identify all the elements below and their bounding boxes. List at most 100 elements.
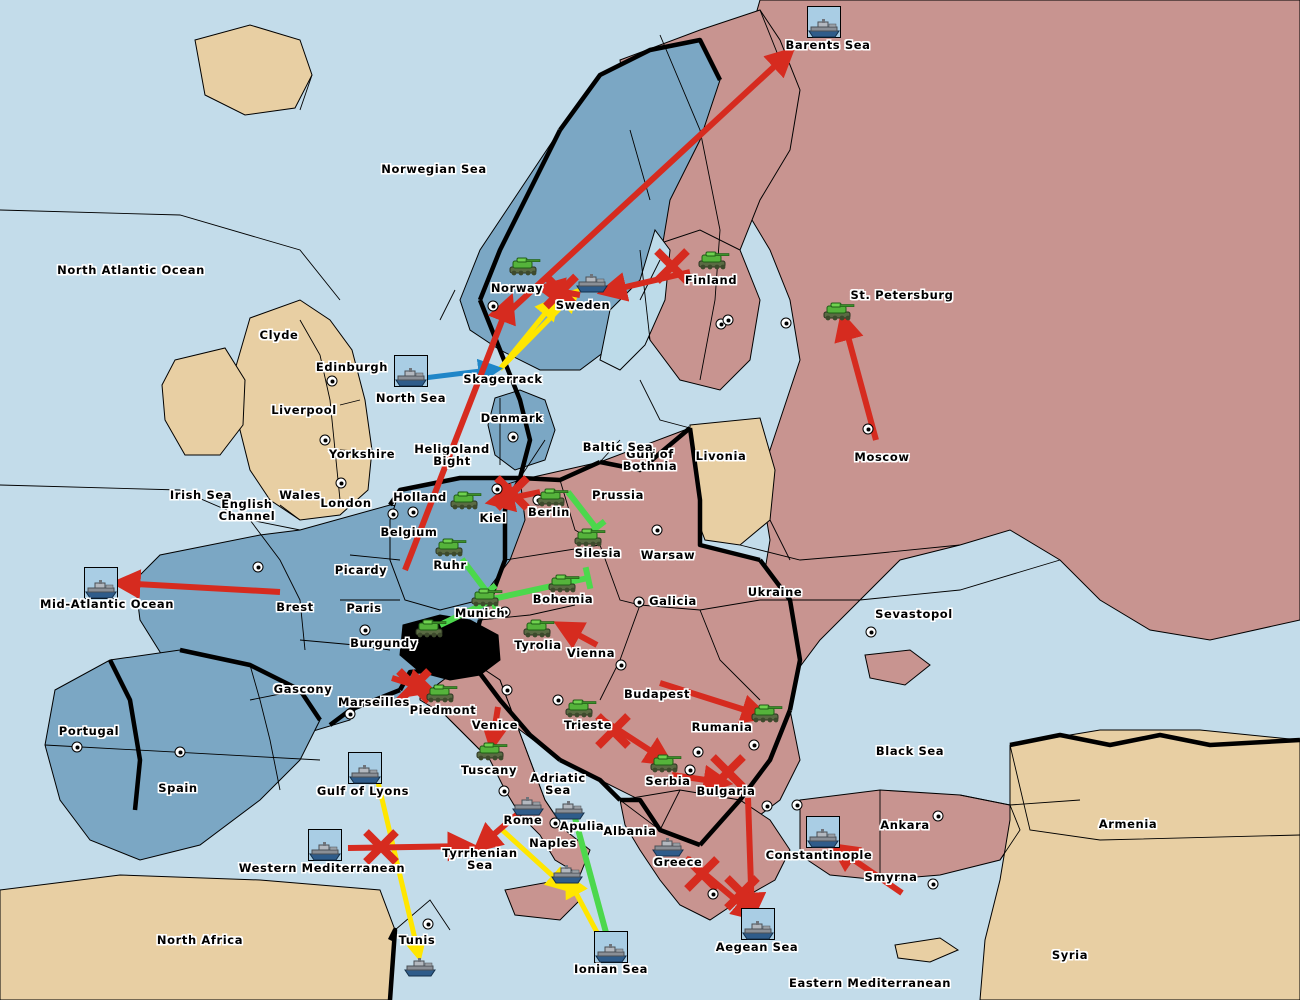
fleet-unit-icon[interactable] <box>348 764 382 784</box>
supply-center-dot[interactable] <box>927 878 939 890</box>
bounced-order-x <box>654 248 690 284</box>
supply-center-dot[interactable] <box>761 800 773 812</box>
province-crimea <box>864 649 931 686</box>
order-arrow <box>659 680 772 724</box>
fleet-unit-icon[interactable] <box>84 579 118 599</box>
order-arrow <box>375 781 427 963</box>
bounced-order-x <box>724 875 760 911</box>
army-unit-icon[interactable] <box>507 256 541 276</box>
support-order-line <box>572 817 611 941</box>
army-unit-icon[interactable] <box>448 490 482 510</box>
supply-center-dot[interactable] <box>71 741 83 753</box>
bounced-order-x <box>396 668 432 704</box>
army-unit-icon[interactable] <box>535 487 569 507</box>
supply-center-dot[interactable] <box>791 799 803 811</box>
army-unit-icon[interactable] <box>521 618 555 638</box>
fleet-unit-icon[interactable] <box>594 943 628 963</box>
supply-center-dot[interactable] <box>748 739 760 751</box>
bounced-order-x <box>710 754 746 790</box>
fleet-unit-icon[interactable] <box>403 957 437 977</box>
order-arrow <box>480 706 511 753</box>
bounced-order-x <box>363 829 399 865</box>
supply-center-dot[interactable] <box>501 684 513 696</box>
island-cyprus <box>894 937 960 963</box>
province-british-isles <box>231 299 373 521</box>
support-order-line <box>459 557 490 594</box>
army-unit-icon[interactable] <box>749 703 783 723</box>
supply-center-dot[interactable] <box>387 508 399 520</box>
supply-center-dot[interactable] <box>499 606 511 618</box>
province-livonia <box>689 417 776 546</box>
army-unit-icon[interactable] <box>433 537 467 557</box>
supply-center-dot[interactable] <box>491 483 503 495</box>
bounced-order-x <box>494 475 530 511</box>
fleet-unit-icon[interactable] <box>806 828 840 848</box>
order-arrow <box>828 842 904 896</box>
army-unit-icon[interactable] <box>424 683 458 703</box>
order-arrow <box>110 569 281 600</box>
army-unit-icon[interactable] <box>546 573 580 593</box>
army-unit-icon[interactable] <box>474 741 508 761</box>
supply-center-dot[interactable] <box>487 300 499 312</box>
supply-center-dot[interactable] <box>862 423 874 435</box>
fleet-unit-icon[interactable] <box>550 864 584 884</box>
supply-center-dot[interactable] <box>326 375 338 387</box>
order-arrow <box>553 621 599 649</box>
supply-center-dot[interactable] <box>359 624 371 636</box>
supply-center-dot[interactable] <box>615 659 627 671</box>
army-unit-icon[interactable] <box>469 587 503 607</box>
supply-center-dot[interactable] <box>552 694 564 706</box>
order-arrow <box>736 797 767 923</box>
supply-center-dot[interactable] <box>549 817 561 829</box>
supply-center-dot[interactable] <box>335 477 347 489</box>
supply-center-dot[interactable] <box>319 434 331 446</box>
fleet-unit-icon[interactable] <box>575 273 609 293</box>
army-unit-icon[interactable] <box>563 698 597 718</box>
bounced-order-x <box>543 273 579 310</box>
supply-center-dot[interactable] <box>507 431 519 443</box>
supply-center-dot[interactable] <box>707 888 719 900</box>
army-unit-icon[interactable] <box>413 618 447 638</box>
bounced-order-x <box>595 713 631 749</box>
supply-center-dot[interactable] <box>722 314 734 326</box>
order-arrow <box>565 872 603 940</box>
province-ireland <box>161 347 246 456</box>
supply-center-dot[interactable] <box>422 918 434 930</box>
fleet-unit-icon[interactable] <box>651 837 685 857</box>
supply-center-dot[interactable] <box>865 626 877 638</box>
province-borders <box>0 9 1300 931</box>
supply-center-dot[interactable] <box>633 596 645 608</box>
fleet-unit-icon[interactable] <box>807 18 841 38</box>
province-sweden-inner <box>599 228 671 371</box>
province-north-africa <box>0 874 396 1000</box>
supply-center-dot[interactable] <box>174 746 186 758</box>
army-unit-icon[interactable] <box>696 250 730 270</box>
fleet-unit-icon[interactable] <box>308 841 342 861</box>
order-arrow <box>834 310 879 441</box>
army-unit-icon[interactable] <box>648 753 682 773</box>
supply-center-dot[interactable] <box>407 506 419 518</box>
province-iceland <box>194 24 313 116</box>
order-arrow <box>347 831 478 862</box>
province-syria-armenia <box>979 729 1300 1000</box>
supply-center-dot[interactable] <box>780 317 792 329</box>
fleet-unit-icon[interactable] <box>741 920 775 940</box>
bounced-order-x <box>684 856 720 892</box>
support-order-line <box>565 490 599 530</box>
fleet-unit-icon[interactable] <box>511 796 545 816</box>
supply-center-dot[interactable] <box>651 524 663 536</box>
fleet-unit-icon[interactable] <box>394 367 428 387</box>
supply-center-dot[interactable] <box>684 764 696 776</box>
fleet-unit-icon[interactable] <box>552 800 586 820</box>
supply-center-dot[interactable] <box>692 746 704 758</box>
supply-center-dot[interactable] <box>932 810 944 822</box>
supply-center-dot[interactable] <box>498 785 510 797</box>
supply-center-dot[interactable] <box>344 708 356 720</box>
army-unit-icon[interactable] <box>821 301 855 321</box>
order-arrow <box>472 809 522 853</box>
supply-center-dot[interactable] <box>252 561 264 573</box>
army-unit-icon[interactable] <box>572 527 606 547</box>
